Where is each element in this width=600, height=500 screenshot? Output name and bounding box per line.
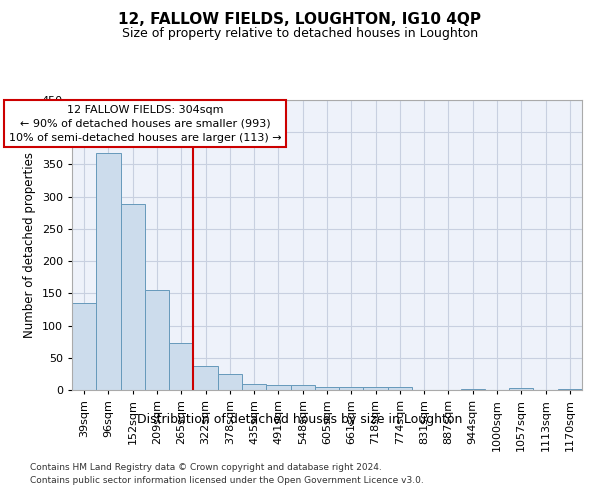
Text: Size of property relative to detached houses in Loughton: Size of property relative to detached ho… bbox=[122, 28, 478, 40]
Bar bbox=[461, 388, 485, 390]
Bar bbox=[121, 204, 145, 390]
Text: Contains HM Land Registry data © Crown copyright and database right 2024.: Contains HM Land Registry data © Crown c… bbox=[30, 464, 382, 472]
Bar bbox=[169, 343, 193, 390]
Bar bbox=[315, 387, 339, 390]
Text: Contains public sector information licensed under the Open Government Licence v3: Contains public sector information licen… bbox=[30, 476, 424, 485]
Bar bbox=[558, 388, 582, 390]
Bar bbox=[388, 388, 412, 390]
Bar bbox=[339, 388, 364, 390]
Bar bbox=[72, 303, 96, 390]
Bar bbox=[266, 385, 290, 390]
Text: Distribution of detached houses by size in Loughton: Distribution of detached houses by size … bbox=[137, 412, 463, 426]
Bar bbox=[364, 387, 388, 390]
Bar bbox=[218, 374, 242, 390]
Bar bbox=[145, 290, 169, 390]
Bar bbox=[509, 388, 533, 390]
Text: 12, FALLOW FIELDS, LOUGHTON, IG10 4QP: 12, FALLOW FIELDS, LOUGHTON, IG10 4QP bbox=[119, 12, 482, 28]
Bar bbox=[193, 366, 218, 390]
Bar bbox=[290, 386, 315, 390]
Text: 12 FALLOW FIELDS: 304sqm
← 90% of detached houses are smaller (993)
10% of semi-: 12 FALLOW FIELDS: 304sqm ← 90% of detach… bbox=[8, 104, 281, 142]
Bar bbox=[242, 384, 266, 390]
Y-axis label: Number of detached properties: Number of detached properties bbox=[23, 152, 36, 338]
Bar bbox=[96, 153, 121, 390]
